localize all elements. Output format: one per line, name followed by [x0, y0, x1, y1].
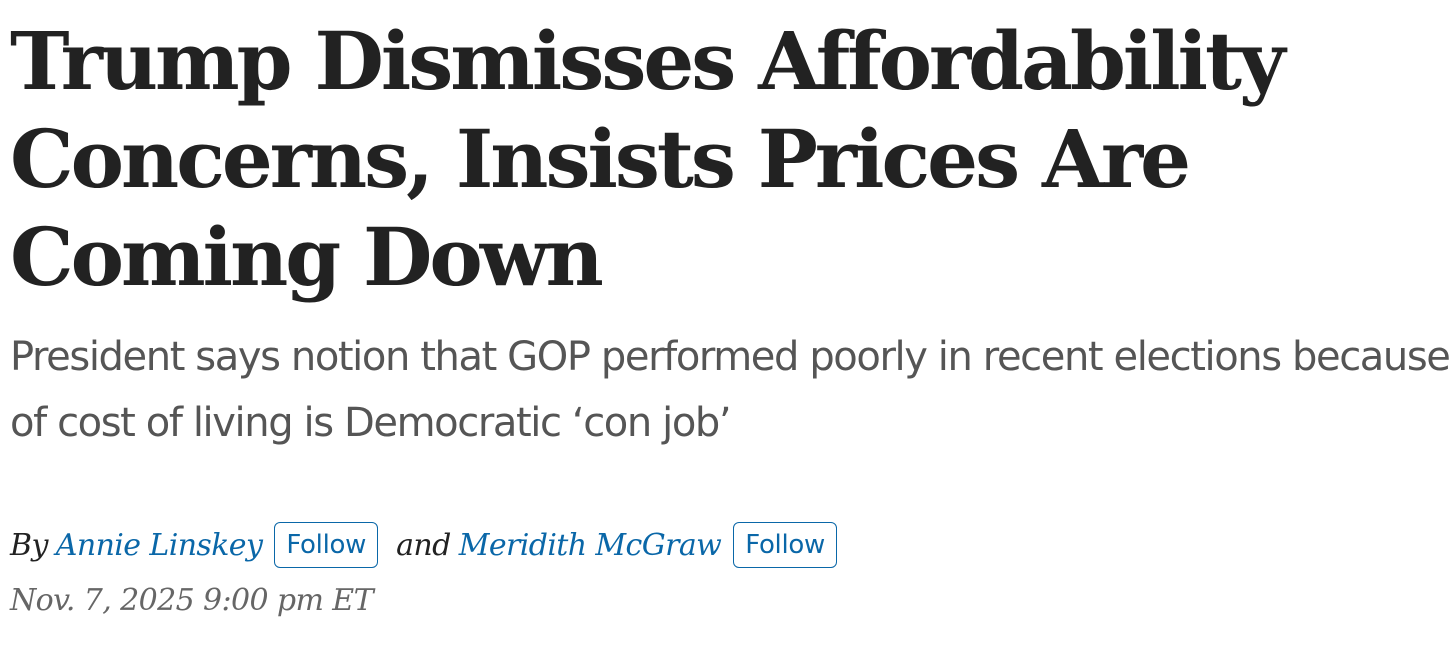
byline-conjunction: and: [396, 527, 451, 563]
publish-timestamp: Nov. 7, 2025 9:00 pm ET: [10, 583, 374, 618]
article-dek: President says notion that GOP performed…: [10, 334, 1451, 446]
article-header: Trump Dismisses Affordability Concerns, …: [10, 0, 1451, 618]
article-headline: Trump Dismisses Affordability Concerns, …: [10, 14, 1286, 304]
author-link-meridith-mcgraw[interactable]: Meridith McGraw: [458, 527, 722, 563]
follow-button-annie-linskey[interactable]: Follow: [274, 522, 379, 568]
byline: By Annie Linskey Follow and Meridith McG…: [10, 520, 837, 570]
author-link-annie-linskey[interactable]: Annie Linskey: [55, 527, 263, 563]
byline-prefix: By: [10, 527, 48, 563]
follow-button-meridith-mcgraw[interactable]: Follow: [733, 522, 837, 568]
